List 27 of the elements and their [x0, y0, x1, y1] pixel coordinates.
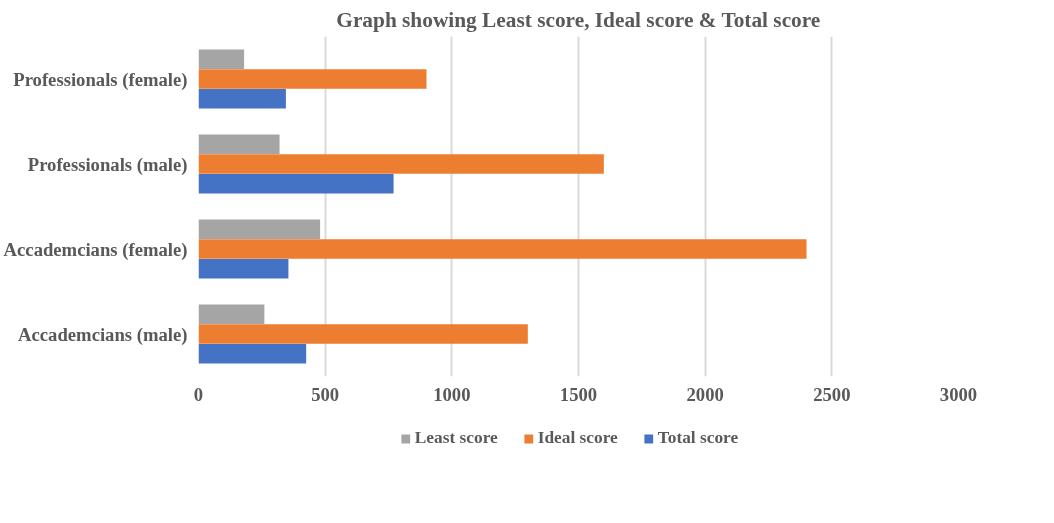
- x-tick-label: 1500: [559, 383, 598, 405]
- bar: [198, 259, 289, 279]
- x-tick-label: 3000: [939, 383, 978, 405]
- bar: [198, 344, 307, 364]
- y-tick-label: Accademcians (male): [18, 323, 188, 346]
- bar: [198, 154, 604, 174]
- bar: [198, 239, 807, 259]
- bar: [198, 89, 286, 109]
- x-tick-label: 0: [193, 383, 204, 405]
- y-tick-label: Professionals (male): [27, 153, 188, 176]
- x-tick-label: 2000: [686, 383, 724, 405]
- legend-label: Total score: [657, 428, 739, 448]
- bar: [198, 69, 427, 89]
- bar: [198, 174, 394, 194]
- bar: [198, 324, 528, 344]
- bar: [198, 134, 280, 154]
- bar: [198, 49, 245, 69]
- x-tick-label: 2500: [813, 383, 851, 405]
- y-tick-label: Professionals (female): [13, 68, 188, 91]
- x-tick-label: 1000: [433, 383, 471, 405]
- x-tick-label: 500: [311, 383, 340, 405]
- bar: [198, 304, 265, 324]
- legend-label: Ideal score: [537, 428, 618, 448]
- y-tick-label: Accademcians (female): [3, 238, 188, 261]
- bar: [198, 219, 321, 239]
- legend-label: Least score: [414, 428, 498, 448]
- chart-title: Graph showing Least score, Ideal score & Total score: [336, 7, 821, 32]
